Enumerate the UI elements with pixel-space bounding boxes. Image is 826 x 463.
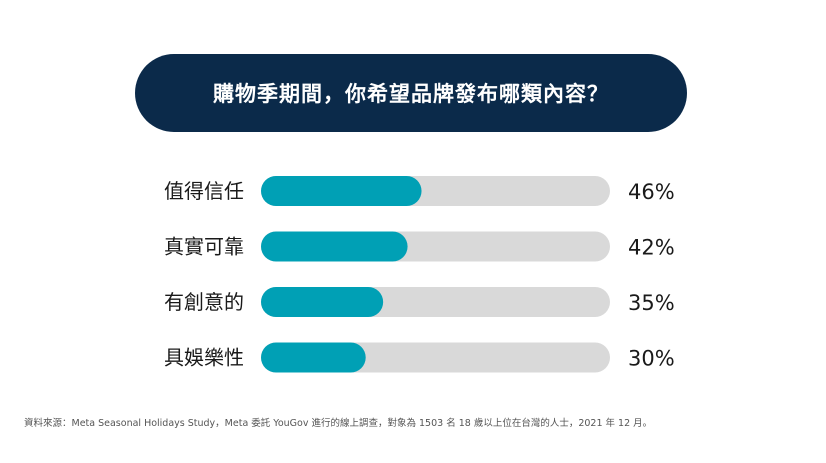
value-label: 35%	[628, 291, 675, 315]
category-label: 值得信任	[164, 179, 244, 203]
source-note: 資料來源：Meta Seasonal Holidays Study，Meta 委…	[24, 418, 653, 429]
category-label: 有創意的	[164, 290, 244, 314]
bar	[261, 287, 384, 317]
value-label: 30%	[628, 347, 675, 371]
bar	[261, 231, 408, 262]
chart-title: 購物季期間，你希望品牌發布哪類內容？	[213, 82, 609, 106]
value-label: 46%	[628, 180, 675, 204]
category-label: 真實可靠	[164, 235, 244, 259]
value-label: 42%	[628, 236, 675, 260]
bar	[261, 176, 422, 206]
bar	[261, 342, 366, 373]
chart-title-banner: 購物季期間，你希望品牌發布哪類內容？	[135, 54, 687, 132]
category-label: 具娛樂性	[164, 346, 244, 370]
